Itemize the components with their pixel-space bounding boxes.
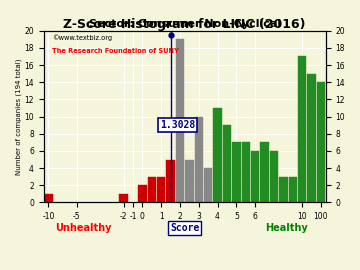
Bar (288, 177, 297, 202)
Title: Z-Score Histogram for LINC (2016): Z-Score Histogram for LINC (2016) (63, 18, 306, 31)
Bar (194, 117, 203, 202)
Bar (298, 56, 306, 203)
Bar (251, 151, 259, 202)
Bar (223, 125, 231, 202)
Bar (279, 177, 288, 202)
Bar (317, 82, 325, 202)
Text: Sector: Consumer Non-Cyclical: Sector: Consumer Non-Cyclical (89, 19, 281, 29)
Bar (204, 168, 212, 202)
Bar (232, 142, 240, 202)
Bar (138, 185, 147, 202)
Text: Score: Score (170, 223, 199, 233)
Text: 1.3028: 1.3028 (160, 120, 195, 130)
Bar (119, 194, 128, 202)
Bar (242, 142, 250, 202)
Bar (270, 151, 278, 202)
Text: ©www.textbiz.org: ©www.textbiz.org (52, 34, 112, 41)
Text: Unhealthy: Unhealthy (55, 223, 111, 233)
Bar (260, 142, 269, 202)
Bar (166, 160, 175, 202)
Y-axis label: Number of companies (194 total): Number of companies (194 total) (15, 58, 22, 175)
Bar (157, 177, 165, 202)
Text: The Research Foundation of SUNY: The Research Foundation of SUNY (52, 48, 179, 54)
Bar (213, 108, 222, 202)
Bar (185, 160, 194, 202)
Text: Healthy: Healthy (265, 223, 307, 233)
Bar (176, 39, 184, 202)
Bar (44, 194, 53, 202)
Bar (307, 74, 316, 202)
Bar (148, 177, 156, 202)
